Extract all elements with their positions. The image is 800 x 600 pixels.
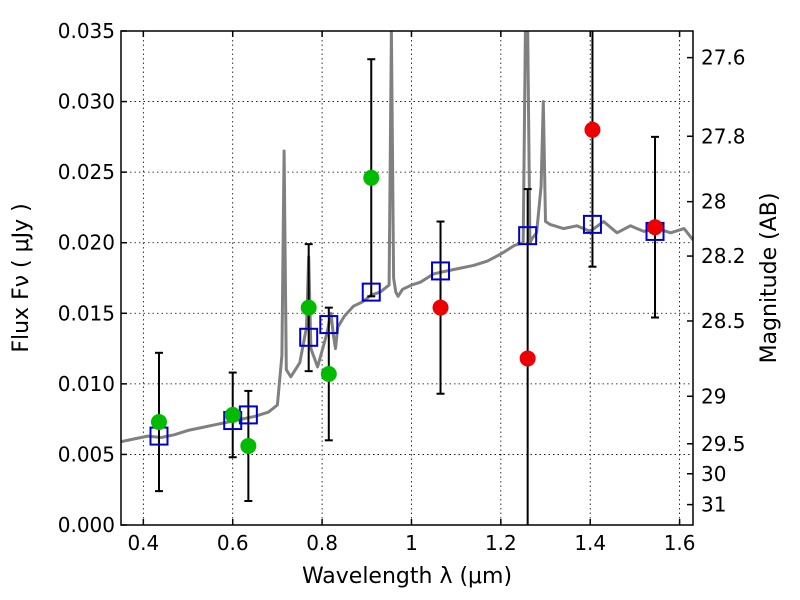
x-tick-label: 1.6 — [664, 531, 696, 555]
detection-point — [150, 413, 167, 430]
detection-point — [363, 169, 380, 186]
non-detection-point — [647, 219, 664, 236]
model-point — [361, 282, 381, 302]
right-y-tick-label: 27.6 — [701, 46, 746, 70]
detection-point — [320, 365, 337, 382]
right-y-tick-label: 28.2 — [701, 244, 746, 268]
x-tick-label: 0.4 — [127, 531, 159, 555]
right-y-tick-label: 31 — [701, 493, 726, 517]
x-tick-label: 1.4 — [574, 531, 606, 555]
y-tick-label: 0.030 — [58, 90, 115, 114]
y-tick-label: 0.000 — [58, 513, 115, 537]
grid-lines — [121, 30, 693, 526]
detection-point — [300, 299, 317, 316]
non-detection-point — [584, 121, 601, 138]
model-point — [518, 226, 538, 246]
x-tick-label: 1 — [405, 531, 418, 555]
model-point — [319, 315, 339, 335]
right-y-tick-label: 30 — [701, 462, 726, 486]
x-axis-title: Wavelength λ (μm) — [302, 564, 512, 589]
y-axis-title: Flux Fν ( μJy ) — [9, 203, 34, 352]
right-axis-title: Magnitude (AB) — [757, 193, 782, 364]
detection-points — [150, 169, 380, 454]
spectrum-series — [121, 31, 693, 444]
y-tick-label: 0.005 — [58, 442, 115, 466]
y-tick-label: 0.015 — [58, 301, 115, 325]
x-tick-label: 1.2 — [485, 531, 517, 555]
right-y-tick-label: 28 — [701, 190, 726, 214]
right-y-tick-label: 27.8 — [701, 124, 746, 148]
y-tick-label: 0.035 — [58, 19, 115, 43]
right-y-tick-label: 29.5 — [701, 432, 746, 456]
x-tick-label: 0.6 — [217, 531, 249, 555]
y-tick-label: 0.020 — [58, 231, 115, 255]
non-detection-point — [432, 299, 449, 316]
spectrum-line — [121, 31, 693, 444]
model-point — [299, 327, 319, 347]
axis-ticks — [121, 30, 693, 526]
error-bars — [154, 31, 660, 525]
non-detection-points — [432, 121, 664, 367]
y-tick-label: 0.010 — [58, 372, 115, 396]
y-tick-label: 0.025 — [58, 160, 115, 184]
tick-labels: 0.4 0.6 0.8 1 1.2 1.4 1.6 0.000 0.005 0.010 0.015 0… — [58, 19, 746, 555]
model-point — [431, 261, 451, 281]
right-y-tick-label: 29 — [701, 384, 726, 408]
model-point — [582, 214, 602, 234]
plot-frame — [120, 30, 694, 526]
non-detection-point — [519, 350, 536, 367]
detection-point — [224, 406, 241, 423]
detection-point — [240, 437, 257, 454]
right-y-tick-label: 28.5 — [701, 309, 746, 333]
x-tick-label: 0.8 — [306, 531, 338, 555]
